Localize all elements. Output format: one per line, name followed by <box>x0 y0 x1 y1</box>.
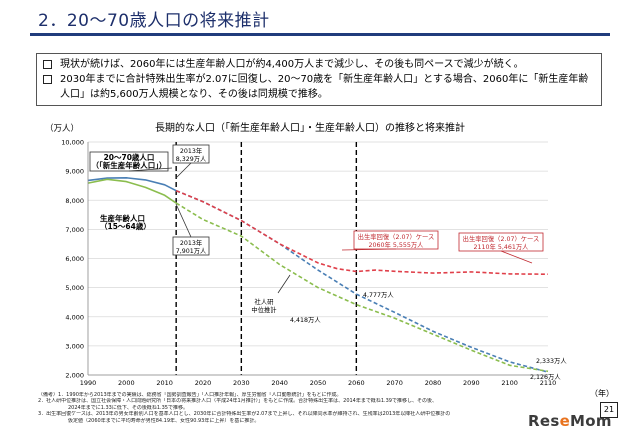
annotation-text: 2060年 5,555万人 <box>369 240 425 249</box>
summary-box: 現状が続けば、2060年には生産年齢人口が約4,400万人まで減少し、その後も同… <box>36 53 602 106</box>
y-tick-label: 3,000 <box>65 342 84 350</box>
footnote-line: 仮定値（2060年までに平均寿命が男性84.19年、女性90.93年に上昇）を基… <box>68 417 260 424</box>
series-line-s15to64_projection <box>175 202 549 373</box>
footnote-line: 3．出生率回復ケースは、2013年の男女年齢別人口を基準人口とし、2030年に合… <box>38 411 451 418</box>
y-tick-label: 9,000 <box>65 168 84 176</box>
annotation-text: 20～70歳人口 <box>104 152 155 162</box>
y-tick-label: 8,000 <box>65 197 84 205</box>
annotation-pointer <box>175 162 192 179</box>
annotation-text: 2110年 5,461万人 <box>474 242 530 251</box>
title-underline <box>30 33 610 36</box>
slide-title: 2．20～70歳人口の将来推計 <box>38 11 270 31</box>
x-tick-label: 2080 <box>425 379 442 387</box>
x-tick-label: 2000 <box>118 379 135 387</box>
y-tick-label: 4,000 <box>65 313 84 321</box>
y-tick-label: 5,000 <box>65 284 84 292</box>
x-tick-label: 1990 <box>80 379 97 387</box>
bullet-text: 現状が続けば、2060年には生産年齢人口が約4,400万人まで減少し、その後も同… <box>60 59 524 70</box>
annotation-text: 出生率回復（2.07）ケース <box>358 232 435 241</box>
x-tick-label: 2030 <box>233 379 250 387</box>
series-line-s20to70_actual <box>87 177 177 192</box>
annotation-pointer <box>128 167 173 172</box>
chart-title: 長期的な人口（「新生産年齢人口」・生産年齢人口）の推移と将来推計 <box>155 121 465 134</box>
annotation-text: 社人研 <box>255 297 275 306</box>
y-tick-label: 2,000 <box>65 372 84 380</box>
x-tick-label: 2050 <box>310 379 327 387</box>
series-line-s20to70_projection <box>175 189 549 373</box>
x-tick-label: 2020 <box>195 379 212 387</box>
x-tick-label: 2100 <box>501 379 518 387</box>
y-tick-label: 7,000 <box>65 226 84 234</box>
bullet-text: 2030年までに合計特殊出生率が2.07に回復し、20～70歳を「新生産年齢人口… <box>60 74 589 100</box>
x-axis-unit: （年） <box>590 388 614 398</box>
annotation-text: 2,333万人 <box>536 357 567 365</box>
x-tick-label: 2010 <box>156 379 173 387</box>
x-tick-label: 2090 <box>463 379 480 387</box>
bullet-item: 現状が続けば、2060年には生産年齢人口が約4,400万人まで減少し、その後も同… <box>43 57 595 72</box>
annotation-text: 2013年 <box>180 238 202 247</box>
annotation-text: 2,126万人 <box>530 373 561 381</box>
resemom-logo: ReseMom <box>528 412 612 430</box>
bullet-item: 2030年までに合計特殊出生率が2.07に回復し、20～70歳を「新生産年齢人口… <box>43 72 595 102</box>
annotation-text: 2013年 <box>180 146 202 155</box>
y-axis-unit: （万人） <box>45 123 79 134</box>
annotation-pointer <box>341 248 397 251</box>
x-tick-label: 2110 <box>540 379 557 387</box>
annotation-pointer <box>500 250 533 264</box>
y-tick-label: 10,000 <box>61 139 84 147</box>
footnote-line: 2024年までに1.33に低下、その後概ね1.35で推移。 <box>68 404 188 411</box>
annotation-text: （「新生産年齢人口」） <box>92 160 167 170</box>
page-number: 21 <box>600 402 618 418</box>
checkbox-bullet-icon <box>43 60 52 69</box>
footnote-line: 2．社人研中位推計は、国立社会保障・人口問題研究所「日本の将来推計人口（平成24… <box>38 398 437 405</box>
x-tick-label: 2040 <box>271 379 288 387</box>
annotation-text: 中位推計 <box>251 305 277 314</box>
annotation-text: （15～64歳） <box>100 221 151 231</box>
annotation-pointer <box>175 203 192 238</box>
annotation-pointer <box>277 274 291 294</box>
checkbox-bullet-icon <box>43 75 52 84</box>
annotation-text: 4,418万人 <box>290 316 321 324</box>
annotation-text: 出生率回復（2.07）ケース <box>463 234 540 243</box>
y-tick-label: 6,000 <box>65 255 84 263</box>
annotation-text: 生産年齢人口 <box>100 213 145 223</box>
x-tick-label: 2060 <box>348 379 365 387</box>
footnote-line: （備考）1．1990年から2013年までの実績は、総務省「国勢調査報告」「人口推… <box>38 392 342 398</box>
annotation-text: 8,329万人 <box>176 155 207 163</box>
annotation-text: 7,901万人 <box>176 247 207 255</box>
footnotes: （備考）1．1990年から2013年までの実績は、総務省「国勢調査報告」「人口推… <box>38 392 508 424</box>
x-tick-label: 2070 <box>386 379 403 387</box>
series-line-recovery_case <box>175 189 549 275</box>
annotation-text: 4,777万人 <box>363 291 394 299</box>
series-line-s15to64_actual <box>87 178 177 204</box>
